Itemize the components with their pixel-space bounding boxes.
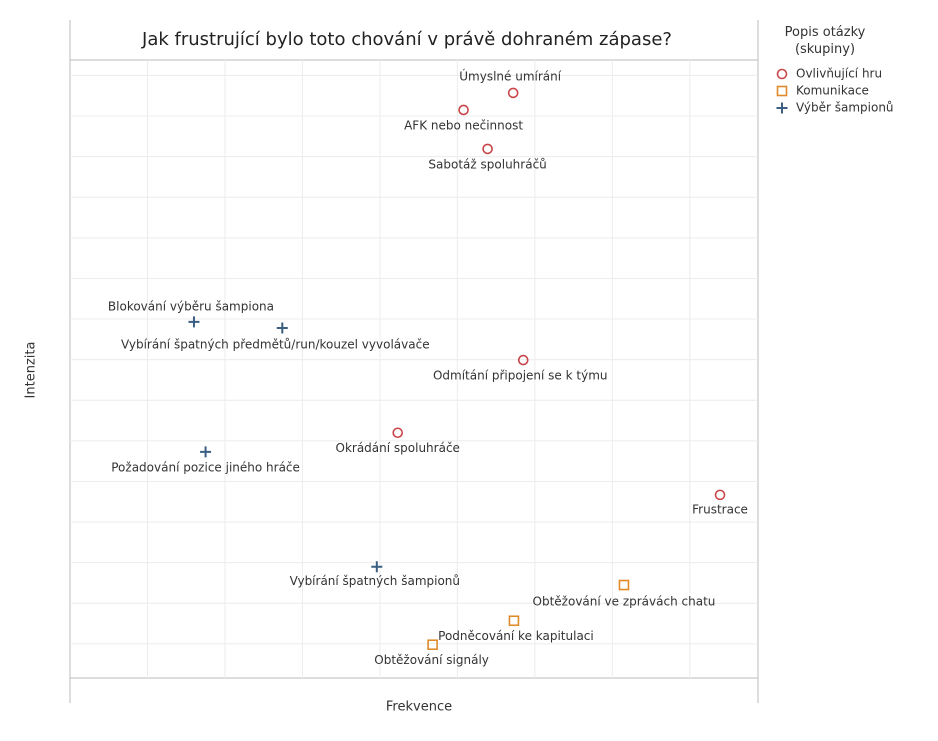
point-label: Vybírání špatných předmětů/run/kouzel vy… — [121, 337, 430, 351]
point — [200, 446, 212, 458]
point-label: Sabotáž spoluhráčů — [428, 157, 546, 171]
point — [517, 354, 529, 366]
point — [276, 322, 288, 334]
legend-label: Ovlivňující hru — [796, 67, 882, 81]
point-label: Požadování pozice jiného hráče — [111, 460, 300, 474]
point — [507, 87, 519, 99]
legend-marker — [776, 85, 788, 97]
point — [714, 489, 726, 501]
legend-marker — [776, 68, 788, 80]
y-axis-label: Intenzita — [24, 342, 39, 399]
point-label: Okrádání spoluhráče — [336, 441, 460, 455]
point — [618, 579, 630, 591]
point-label: Podněcování ke kapitulaci — [438, 629, 594, 643]
point-label: Vybírání špatných šampionů — [290, 574, 460, 588]
point-label: Odmítání připojení se k týmu — [433, 369, 608, 383]
x-axis-label: Frekvence — [386, 700, 452, 715]
legend-title: Popis otázky (skupiny) — [784, 25, 866, 57]
legend-label: Komunikace — [796, 84, 869, 98]
chart-title: Jak frustrující bylo toto chování v práv… — [141, 29, 672, 50]
point — [188, 316, 200, 328]
point-label: Obtěžování ve zprávách chatu — [533, 595, 716, 609]
point-label: Úmyslné umírání — [459, 68, 561, 83]
legend-label: Výběr šampionů — [796, 101, 894, 115]
point-label: Frustrace — [692, 502, 748, 516]
point — [392, 427, 404, 439]
point — [458, 104, 469, 116]
point-label: Obtěžování signály — [374, 653, 489, 667]
point — [371, 561, 383, 573]
point — [482, 143, 493, 155]
point — [508, 615, 520, 627]
point-label: Blokování výběru šampiona — [108, 299, 274, 313]
point — [427, 639, 438, 651]
point-label: AFK nebo nečinnost — [404, 118, 523, 132]
legend-marker — [776, 102, 788, 114]
